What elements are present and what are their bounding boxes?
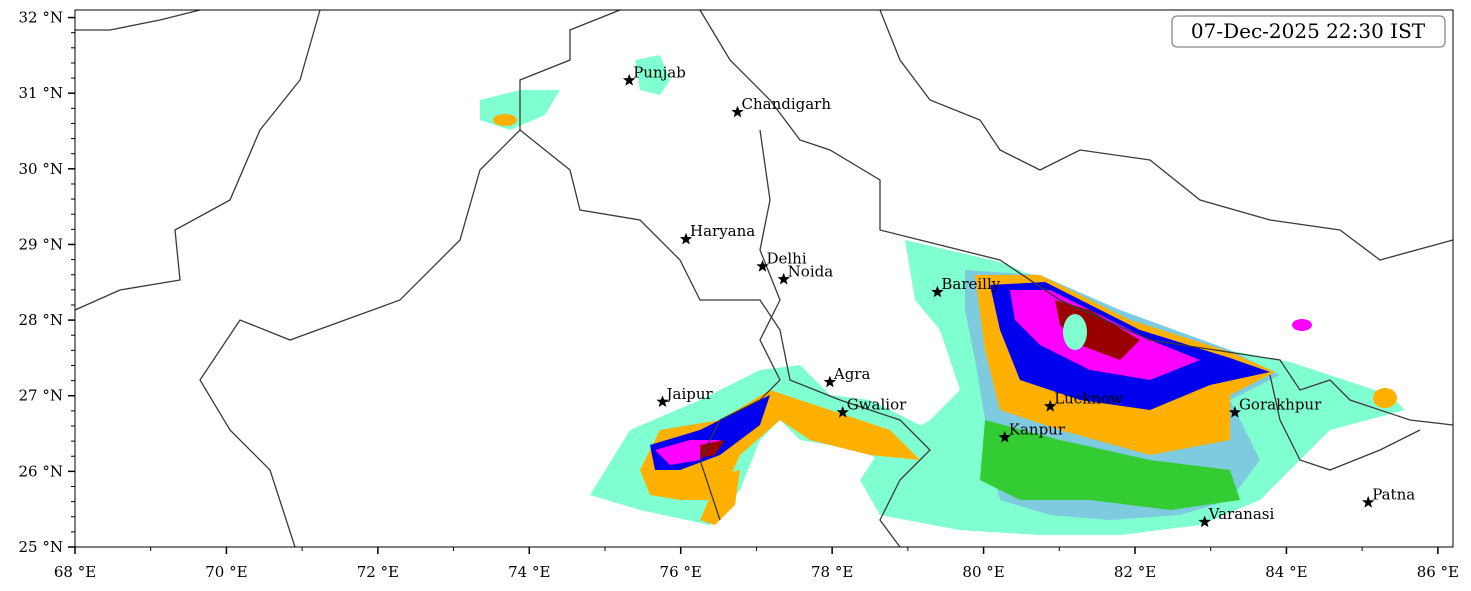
city-label: Lucknow <box>1054 389 1123 407</box>
y-tick-label: 25 °N <box>19 538 63 556</box>
x-tick-label: 70 °E <box>205 563 247 581</box>
city-label: Gorakhpur <box>1239 395 1322 413</box>
city-label: Patna <box>1372 485 1415 503</box>
city-label: Varanasi <box>1208 505 1275 523</box>
x-tick-label: 86 °E <box>1417 563 1459 581</box>
axes: 68 °E 70 °E 72 °E 74 °E 76 °E 78 °E 80 °E 82 °E… <box>19 9 1459 581</box>
y-tick-label: 29 °N <box>19 235 63 253</box>
map-frame <box>74 9 1454 548</box>
city-marker <box>756 259 769 272</box>
x-tick-label: 74 °E <box>508 563 550 581</box>
city-label: Agra <box>833 365 871 383</box>
city-marker <box>777 272 790 285</box>
x-tick-label: 72 °E <box>357 563 399 581</box>
timestamp: 07-Dec-2025 22:30 IST <box>1191 19 1426 43</box>
city-marker <box>836 405 849 418</box>
city-label: Chandigarh <box>742 95 832 113</box>
x-tick-label: 76 °E <box>660 563 702 581</box>
city-marker <box>1198 515 1211 528</box>
city-label: Bareilly <box>941 275 1000 293</box>
x-tick-label: 68 °E <box>54 563 96 581</box>
timestamp-box <box>1171 15 1446 48</box>
city-marker <box>1362 495 1375 508</box>
y-tick-label: 30 °N <box>19 160 63 178</box>
y-tick-label: 26 °N <box>19 462 63 480</box>
city-marker <box>998 430 1011 443</box>
city-marker <box>623 73 636 86</box>
city-label: Jaipur <box>665 385 714 403</box>
city-marker <box>931 285 944 298</box>
y-tick-label: 27 °N <box>19 387 63 405</box>
x-tick-label: 80 °E <box>962 563 1004 581</box>
city-label: Noida <box>788 262 834 280</box>
city-label: Haryana <box>690 222 755 240</box>
y-tick-label: 31 °N <box>19 84 63 102</box>
city-label: Kanpur <box>1009 420 1066 438</box>
y-tick-label: 28 °N <box>19 311 63 329</box>
rain-field <box>480 55 1405 535</box>
city-marker <box>1228 405 1242 418</box>
y-tick-label: 32 °N <box>19 9 63 27</box>
city-marker <box>656 395 669 407</box>
city-marker <box>1044 399 1057 412</box>
city-label: Gwalior <box>847 395 907 413</box>
city-label: Punjab <box>633 63 686 81</box>
city-marker <box>823 375 837 388</box>
city-marker <box>731 105 744 118</box>
x-tick-label: 84 °E <box>1265 563 1307 581</box>
x-tick-label: 82 °E <box>1114 563 1156 581</box>
city-label: Delhi <box>766 249 806 267</box>
city-marker <box>679 232 693 245</box>
boundaries <box>74 9 1454 548</box>
x-tick-label: 78 °E <box>811 563 853 581</box>
